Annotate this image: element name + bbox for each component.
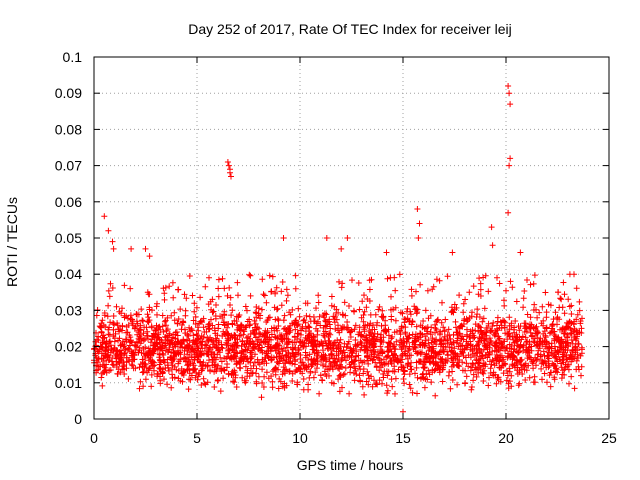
chart-title: Day 252 of 2017, Rate Of TEC Index for r… [188,21,511,37]
y-tick-label: 0.07 [55,158,82,174]
x-axis-label: GPS time / hours [297,457,404,473]
x-tick-label: 10 [292,430,308,446]
y-tick-labels: 0 0.01 0.02 0.03 0.04 0.05 0.06 0.07 0.08 0.09 0.1 [55,49,82,427]
y-axis-label: ROTI / TECUs [4,197,20,287]
y-tick-label: 0 [74,411,82,427]
y-tick-label: 0.04 [55,266,82,282]
y-tick-label: 0.08 [55,121,82,137]
y-tick-label: 0.03 [55,302,82,318]
y-tick-label: 0.01 [55,375,82,391]
grid-lines [94,57,609,419]
x-tick-label: 15 [395,430,411,446]
x-tick-label: 0 [90,430,98,446]
data-points [91,83,585,415]
x-tick-label: 5 [193,430,201,446]
y-tick-label: 0.1 [63,49,83,65]
y-tick-label: 0.05 [55,230,82,246]
y-tick-label: 0.09 [55,85,82,101]
scatter-markers [91,83,585,415]
y-tick-label: 0.02 [55,339,82,355]
y-tick-label: 0.06 [55,194,82,210]
axis-ticks [93,56,610,420]
x-tick-label: 20 [498,430,514,446]
x-tick-label: 25 [601,430,617,446]
x-tick-labels: 0 5 10 15 20 25 [90,430,617,446]
